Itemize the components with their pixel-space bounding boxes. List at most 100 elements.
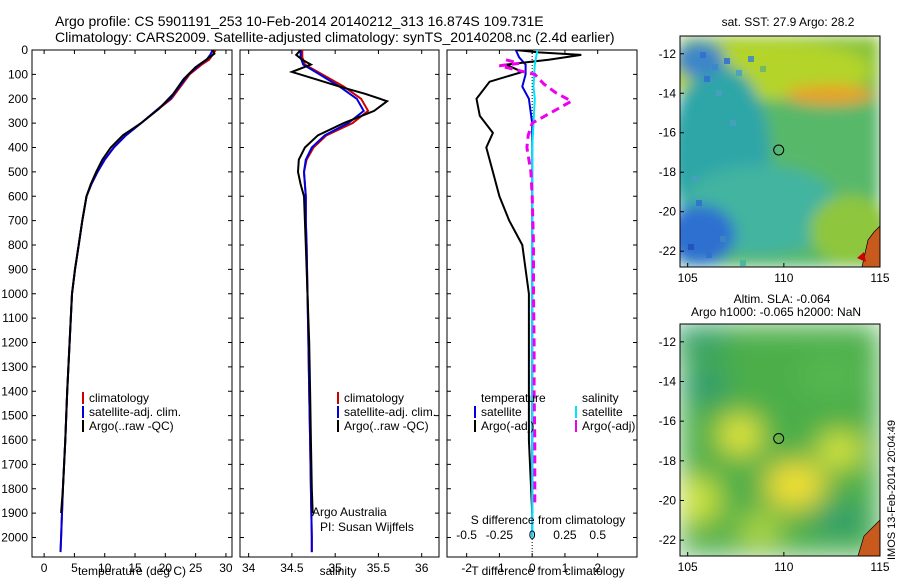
difference-x-axis: -2 -1 0 1 2 <box>461 50 601 575</box>
depth-tick-label: 300 <box>8 116 28 130</box>
sst-pixel <box>696 200 702 206</box>
lon-tick-label: 110 <box>774 560 793 574</box>
s-diff-tick-label: 0.5 <box>589 528 606 542</box>
t-difference-xlabel: T difference from climatology <box>471 564 625 578</box>
depth-tick-label: 1100 <box>2 311 28 325</box>
x-tick-label: -1 <box>494 561 505 575</box>
sst-map-title: sat. SST: 27.9 Argo: 28.2 <box>722 15 855 29</box>
sst-field <box>680 36 880 267</box>
temperature-x-axis: 0 5 10 15 20 25 30 <box>41 50 233 575</box>
sst-pixel <box>716 90 722 96</box>
series-s-satellite <box>531 50 539 538</box>
figure-title-line1: Argo profile: CS 5901191_253 10-Feb-2014… <box>55 13 544 29</box>
depth-tick-label: 400 <box>8 141 28 155</box>
sla-map-y-axis: -12 -14 -16 -18 -20 -22 <box>659 335 684 547</box>
sst-pixel <box>730 120 736 126</box>
depth-tick-label: 700 <box>8 214 28 228</box>
sla-map-subtitle: Argo h1000: -0.065 h2000: NaN <box>691 305 861 319</box>
lat-tick-label: -14 <box>659 375 677 389</box>
legend-label-satellite: satellite-adj. clim. <box>344 405 436 419</box>
lat-tick-label: -16 <box>659 414 677 428</box>
s-diff-tick-label: -0.5 <box>456 528 477 542</box>
x-tick-label: 20 <box>159 561 173 575</box>
x-tick-label: 0 <box>41 561 48 575</box>
sla-color-field <box>680 324 880 556</box>
sla-low-southeast <box>814 505 866 535</box>
salinity-xlabel: salinity <box>320 564 357 578</box>
s-diff-tick-label: -0.25 <box>486 528 514 542</box>
sla-low-northwest <box>680 326 730 354</box>
s-diff-tick-label: 0.25 <box>553 528 577 542</box>
depth-tick-label: 1500 <box>1 409 28 423</box>
lat-tick-label: -22 <box>659 533 677 547</box>
salinity-x-axis: 34 34.5 35 35.5 36 <box>242 50 429 575</box>
x-tick-label: 34 <box>242 561 256 575</box>
sst-blue-northwest <box>680 42 725 78</box>
depth-tick-label: 1000 <box>1 287 28 301</box>
x-tick-label: 36 <box>415 561 429 575</box>
difference-panel: -2 -1 0 1 2 temperature satellite Argo(-adj)… <box>446 49 638 578</box>
sst-pixel <box>736 70 742 76</box>
series-argo-raw-qc <box>60 50 216 514</box>
lat-tick-label: -20 <box>659 493 677 507</box>
lat-tick-label: -22 <box>659 244 677 258</box>
sst-pixel <box>690 110 696 116</box>
depth-tick-label: 1700 <box>1 457 28 471</box>
x-tick-label: -2 <box>461 561 472 575</box>
depth-axis: 0 100 200 300 400 500 600 700 800 900 1000 1100 1200… <box>1 43 232 545</box>
depth-tick-label: 800 <box>8 238 28 252</box>
legend-label-climatology: climatology <box>89 391 149 405</box>
sst-map-x-axis: 105 110 115 <box>678 263 890 285</box>
difference-y-ticks <box>447 49 637 538</box>
sla-map-title: Altim. SLA: -0.064 <box>734 292 831 306</box>
legend-label-s-argo: Argo(-adj) <box>582 419 635 433</box>
sst-argo-location-marker <box>773 144 785 156</box>
depth-tick-label: 900 <box>8 262 28 276</box>
lon-tick-label: 115 <box>870 560 889 574</box>
series-s-argo-adj <box>499 58 575 506</box>
depth-tick-label: 1900 <box>1 506 28 520</box>
lat-tick-label: -18 <box>659 454 677 468</box>
depth-tick-label: 2000 <box>1 531 28 545</box>
x-tick-label: 30 <box>219 561 233 575</box>
sst-map-panel: sat. SST: 27.9 Argo: 28.2 -12 -14 -16 -18 -2… <box>659 15 890 285</box>
s-difference-tick-labels: -0.5 -0.25 0 0.25 0.5 <box>456 528 606 542</box>
sla-high-east <box>818 432 862 468</box>
legend-label-t-argo: Argo(-adj) <box>481 419 534 433</box>
lon-tick-label: 105 <box>678 560 698 574</box>
sla-low-west <box>683 367 727 403</box>
x-tick-label: 2 <box>594 561 601 575</box>
lat-tick-label: -12 <box>659 335 677 349</box>
imos-timestamp-stamp: IMOS 13-Feb-2014 20:04:49 <box>886 420 898 560</box>
temperature-legend: climatology satellite-adj. clim. Argo(..… <box>82 391 181 433</box>
depth-tick-label: 1800 <box>1 482 28 496</box>
lon-tick-label: 115 <box>870 271 889 285</box>
sla-mid-south <box>738 515 782 545</box>
sst-pixel <box>740 260 746 266</box>
depth-tick-label: 200 <box>8 92 28 106</box>
sst-pixel <box>760 66 766 72</box>
x-tick-label: 1 <box>562 561 569 575</box>
sst-land-red-patch <box>857 252 866 262</box>
sst-map-frame <box>679 35 881 268</box>
sst-map-y-axis: -12 -14 -16 -18 -20 -22 <box>659 47 684 258</box>
sst-hot-patch <box>785 85 875 105</box>
lat-tick-label: -16 <box>659 126 677 140</box>
sla-map-x-axis: 105 110 115 <box>678 552 890 574</box>
s-difference-xlabel: S difference from climatology <box>471 513 626 527</box>
depth-tick-label: 1400 <box>1 384 28 398</box>
annotation-pi: PI: Susan Wijffels <box>320 520 414 534</box>
lon-tick-label: 110 <box>774 271 793 285</box>
difference-legend: temperature satellite Argo(-adj) salinit… <box>474 391 635 433</box>
figure-title-line2: Climatology: CARS2009. Satellite-adjuste… <box>55 29 615 45</box>
depth-tick-label: 500 <box>8 165 28 179</box>
s-diff-tick-label: 0 <box>529 528 536 542</box>
sst-color-field <box>680 36 880 267</box>
temperature-xlabel: temperature (deg C) <box>78 564 186 578</box>
x-tick-label: 0 <box>529 561 536 575</box>
sst-pixel <box>720 236 726 242</box>
x-tick-label: 10 <box>98 561 112 575</box>
series-argo-raw-qc <box>288 50 390 514</box>
sla-field <box>680 324 880 556</box>
